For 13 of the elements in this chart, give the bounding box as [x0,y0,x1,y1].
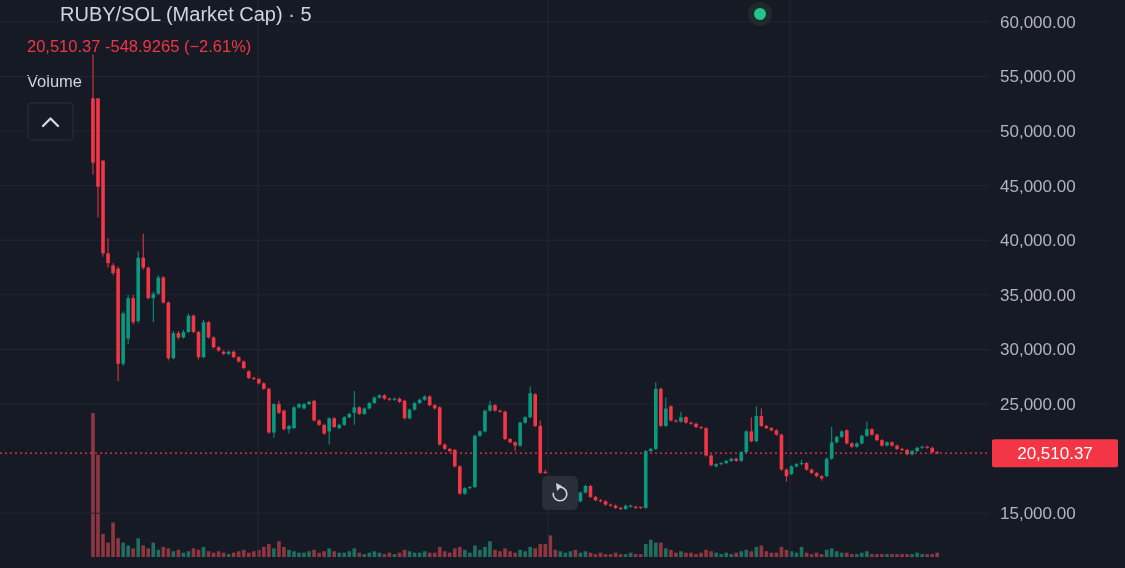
ref-line-label: 20,510.37 [1017,444,1093,464]
y-tick-label: 30,000.00 [1000,340,1076,360]
y-tick-label: 60,000.00 [1000,12,1076,32]
y-tick-label: 25,000.00 [1000,395,1076,415]
y-tick-label: 40,000.00 [1000,231,1076,251]
chart-title: RUBY/SOL (Market Cap) · 5 [60,3,312,25]
y-tick-label: 35,000.00 [1000,285,1076,305]
y-tick-label: 15,000.00 [1000,504,1076,524]
y-tick-label: 55,000.00 [1000,67,1076,87]
text: 20,510.37 -548.9265 (−2.61%) [27,37,252,55]
y-tick-label: 45,000.00 [1000,176,1076,196]
chart-title: Volume [27,72,83,90]
y-tick-label: 50,000.00 [1000,122,1076,141]
